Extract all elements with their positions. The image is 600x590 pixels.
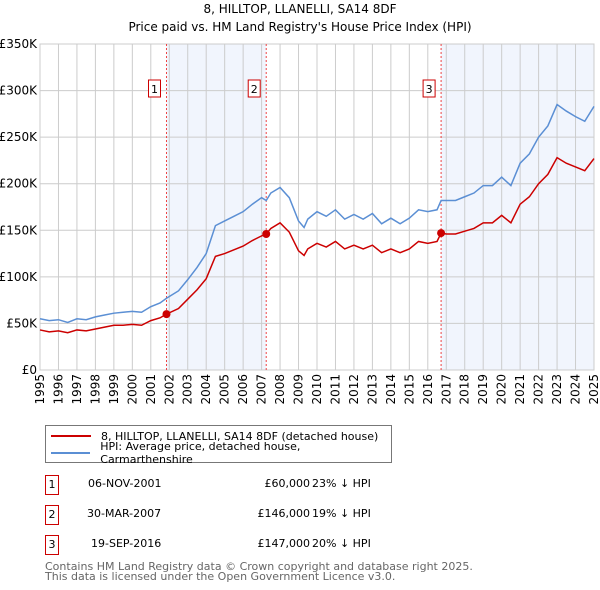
y-tick-label: £300K [0, 84, 38, 98]
x-tick-label: 2025 [587, 374, 600, 405]
x-tick-label: 2016 [421, 374, 435, 405]
legend-label-hpi: HPI: Average price, detached house, Carm… [100, 440, 301, 466]
sale-point [162, 310, 171, 319]
x-tick-label: 2018 [458, 374, 472, 405]
legend-swatch-property [51, 435, 91, 437]
x-tick-label: 1995 [33, 374, 47, 405]
x-tick-label: 2000 [125, 374, 139, 405]
sale-point [437, 229, 446, 238]
sale-hpi-diff: 19% ↓ HPI [312, 507, 371, 520]
x-tick-label: 1999 [107, 374, 121, 405]
chart-title: 8, HILLTOP, LLANELLI, SA14 8DF [203, 2, 397, 16]
sale-hpi-diff: 20% ↓ HPI [312, 537, 371, 550]
x-tick-label: 2002 [162, 374, 176, 405]
x-tick-label: 2023 [550, 374, 564, 405]
x-tick-label: 1998 [88, 374, 102, 405]
sale-badge-label: 1 [151, 83, 158, 96]
sale-row: 1 06-NOV-2001 £60,000 23% ↓ HPI [45, 475, 445, 495]
sale-badge: 2 [45, 505, 59, 525]
x-tick-label: 2006 [236, 374, 250, 405]
x-tick-label: 2014 [384, 374, 398, 405]
sale-badge: 1 [45, 475, 59, 495]
legend-swatch-hpi [51, 452, 91, 454]
x-tick-label: 2003 [181, 374, 195, 405]
y-tick-label: £0 [22, 363, 37, 377]
sale-row: 3 19-SEP-2016 £147,000 20% ↓ HPI [45, 535, 445, 555]
sale-price: £146,000 [257, 507, 311, 520]
sale-badge-label: 2 [251, 83, 258, 96]
x-tick-label: 2005 [218, 374, 232, 405]
legend-label-property: 8, HILLTOP, LLANELLI, SA14 8DF (detached… [101, 429, 379, 443]
y-tick-label: £50K [6, 316, 38, 330]
hpi-line [39, 103, 595, 324]
x-tick-label: 2024 [569, 374, 583, 405]
plot-border [39, 43, 595, 371]
x-tick-label: 2013 [365, 374, 379, 405]
sale-point [262, 230, 271, 239]
sale-date: 30-MAR-2007 [87, 507, 162, 520]
sale-badge-box [247, 79, 261, 98]
sale-badge-label: 3 [426, 83, 433, 96]
y-tick-label: £250K [0, 130, 38, 144]
x-tick-label: 1997 [70, 374, 84, 405]
footer-copyright: Contains HM Land Registry data © Crown c… [45, 560, 473, 573]
sale-badge: 3 [45, 535, 59, 555]
y-tick-label: £100K [0, 270, 38, 284]
legend: 8, HILLTOP, LLANELLI, SA14 8DF (detached… [45, 425, 392, 466]
sale-row: 2 30-MAR-2007 £146,000 19% ↓ HPI [45, 505, 445, 525]
x-tick-label: 2012 [347, 374, 361, 405]
y-tick-label: £350K [0, 37, 38, 51]
sale-price: £60,000 [264, 477, 311, 490]
sale-date: 19-SEP-2016 [91, 537, 162, 550]
x-tick-label: 1996 [51, 374, 65, 405]
sale-badge-box [147, 79, 161, 98]
footer-licence: This data is licensed under the Open Gov… [45, 570, 396, 583]
x-tick-label: 2017 [439, 374, 453, 405]
sale-price: £147,000 [257, 537, 311, 550]
shaded-period [441, 44, 594, 370]
x-tick-label: 2004 [199, 374, 213, 405]
chart-subtitle: Price paid vs. HM Land Registry's House … [128, 20, 472, 34]
x-tick-label: 2010 [310, 374, 324, 405]
property-price-line [39, 156, 595, 334]
x-tick-label: 2001 [144, 374, 158, 405]
x-tick-label: 2021 [513, 374, 527, 405]
y-tick-label: £150K [0, 223, 38, 237]
x-tick-label: 2020 [495, 374, 509, 405]
sale-date: 06-NOV-2001 [88, 477, 162, 490]
x-tick-label: 2007 [255, 374, 269, 405]
sale-hpi-diff: 23% ↓ HPI [312, 477, 371, 490]
x-tick-label: 2008 [273, 374, 287, 405]
x-tick-label: 2019 [476, 374, 490, 405]
x-tick-label: 2009 [292, 374, 306, 405]
chart: £0 £50K £100K £150K £200K £250K £300K £350K 1995… [0, 37, 600, 405]
y-tick-label: £200K [0, 177, 38, 191]
x-tick-label: 2015 [402, 374, 416, 405]
x-tick-label: 2022 [532, 374, 546, 405]
sale-badge-box [422, 79, 436, 98]
x-tick-label: 2011 [328, 374, 342, 405]
